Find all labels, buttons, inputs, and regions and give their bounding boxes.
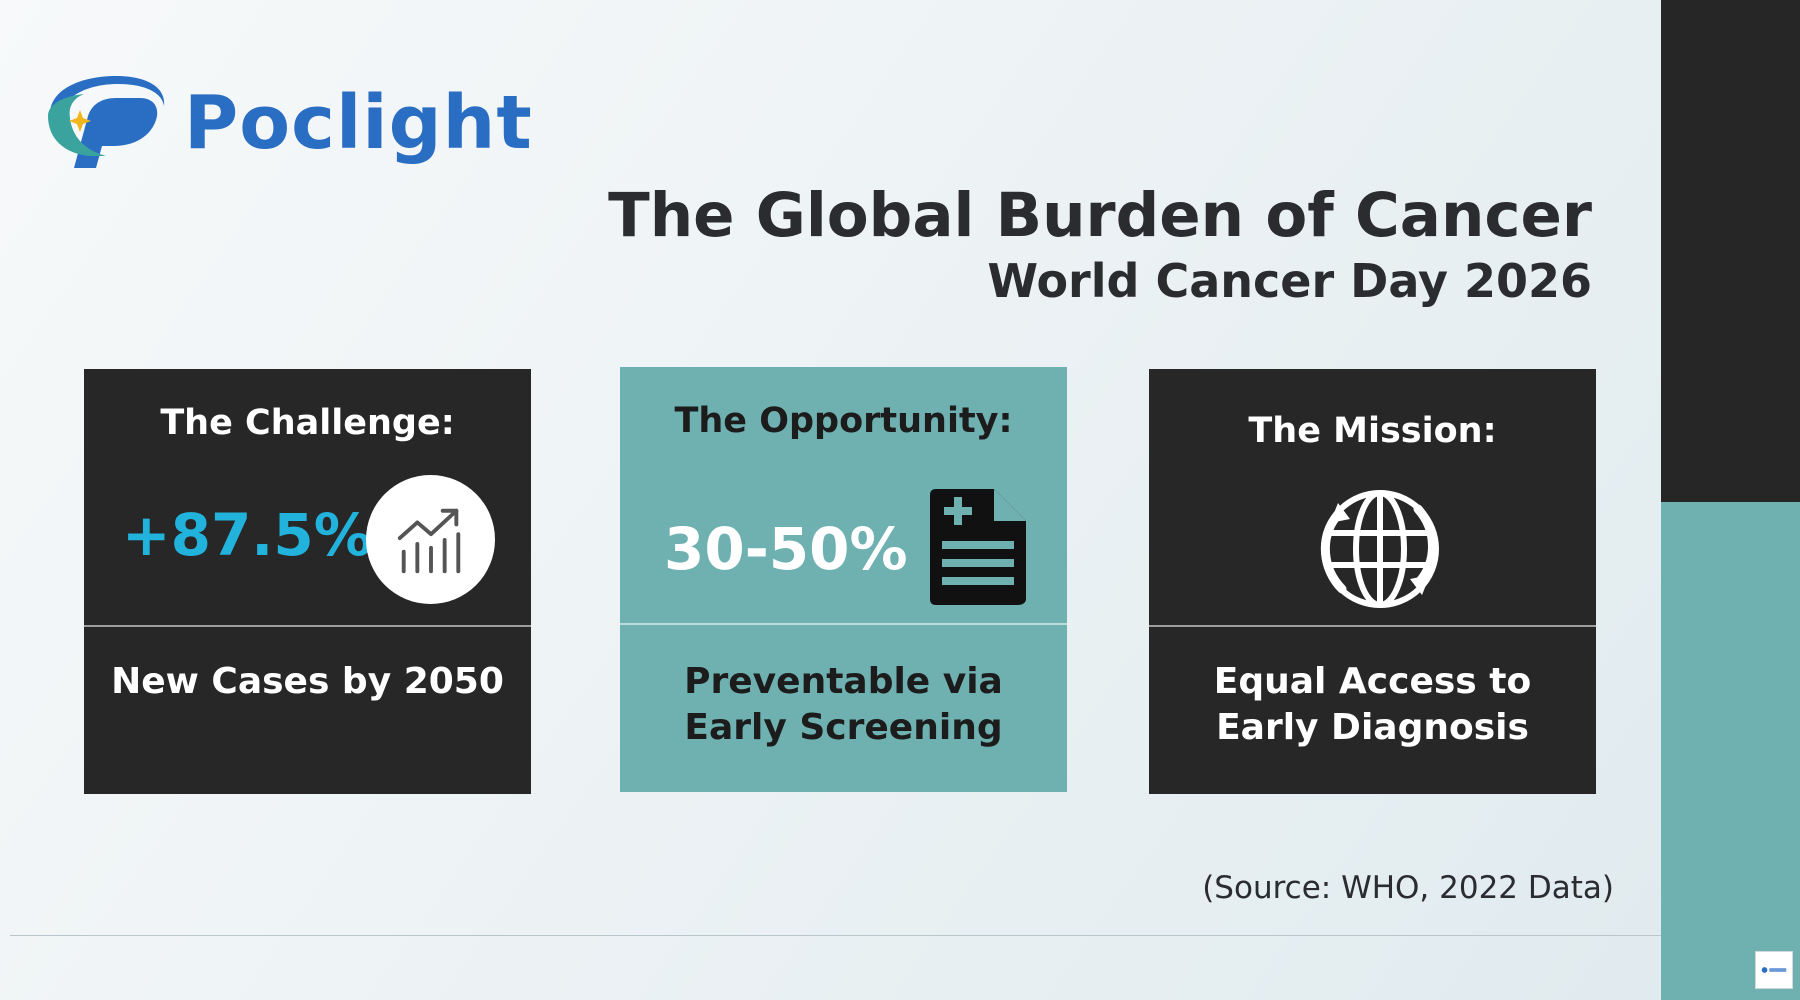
slide-thumbnail-icon [1761,967,1787,973]
bottom-divider [10,935,1661,936]
challenge-heading: The Challenge: [160,403,455,443]
opportunity-description: Preventable via Early Screening [640,659,1047,751]
opportunity-heading: The Opportunity: [674,401,1013,441]
mission-card: The Mission: Equal Access to Early Diagn… [1149,369,1596,794]
opportunity-card: The Opportunity: 30-50% Preventable via … [620,367,1067,792]
opportunity-description-line2: Early Screening [684,707,1003,748]
page-title: The Global Burden of Cancer [608,180,1592,251]
opportunity-divider [620,623,1067,625]
challenge-divider [84,625,531,627]
trend-chart-icon [366,475,495,604]
mission-description: Equal Access to Early Diagnosis [1169,659,1576,751]
opportunity-stat: 30-50% [664,515,908,583]
brand-logo: Poclight [44,70,533,176]
medical-document-icon [930,489,1026,605]
challenge-card: The Challenge: +87.5% New Cases by 2050 [84,369,531,794]
challenge-description: New Cases by 2050 [111,661,504,702]
mission-divider [1149,625,1596,627]
mission-heading: The Mission: [1248,411,1497,451]
brand-name: Poclight [184,80,533,166]
slide-thumbnail[interactable] [1755,951,1793,989]
right-panel-dark [1661,0,1800,502]
mission-description-line2: Early Diagnosis [1216,707,1529,748]
globe-icon [1320,490,1439,608]
right-panel-teal [1661,502,1800,1000]
page-subtitle: World Cancer Day 2026 [987,254,1592,308]
mission-description-line1: Equal Access to [1213,661,1532,702]
challenge-stat: +87.5% [122,501,372,569]
opportunity-description-line1: Preventable via [684,661,1003,702]
poclight-logo-icon [48,76,165,168]
source-citation: (Source: WHO, 2022 Data) [1202,870,1614,906]
